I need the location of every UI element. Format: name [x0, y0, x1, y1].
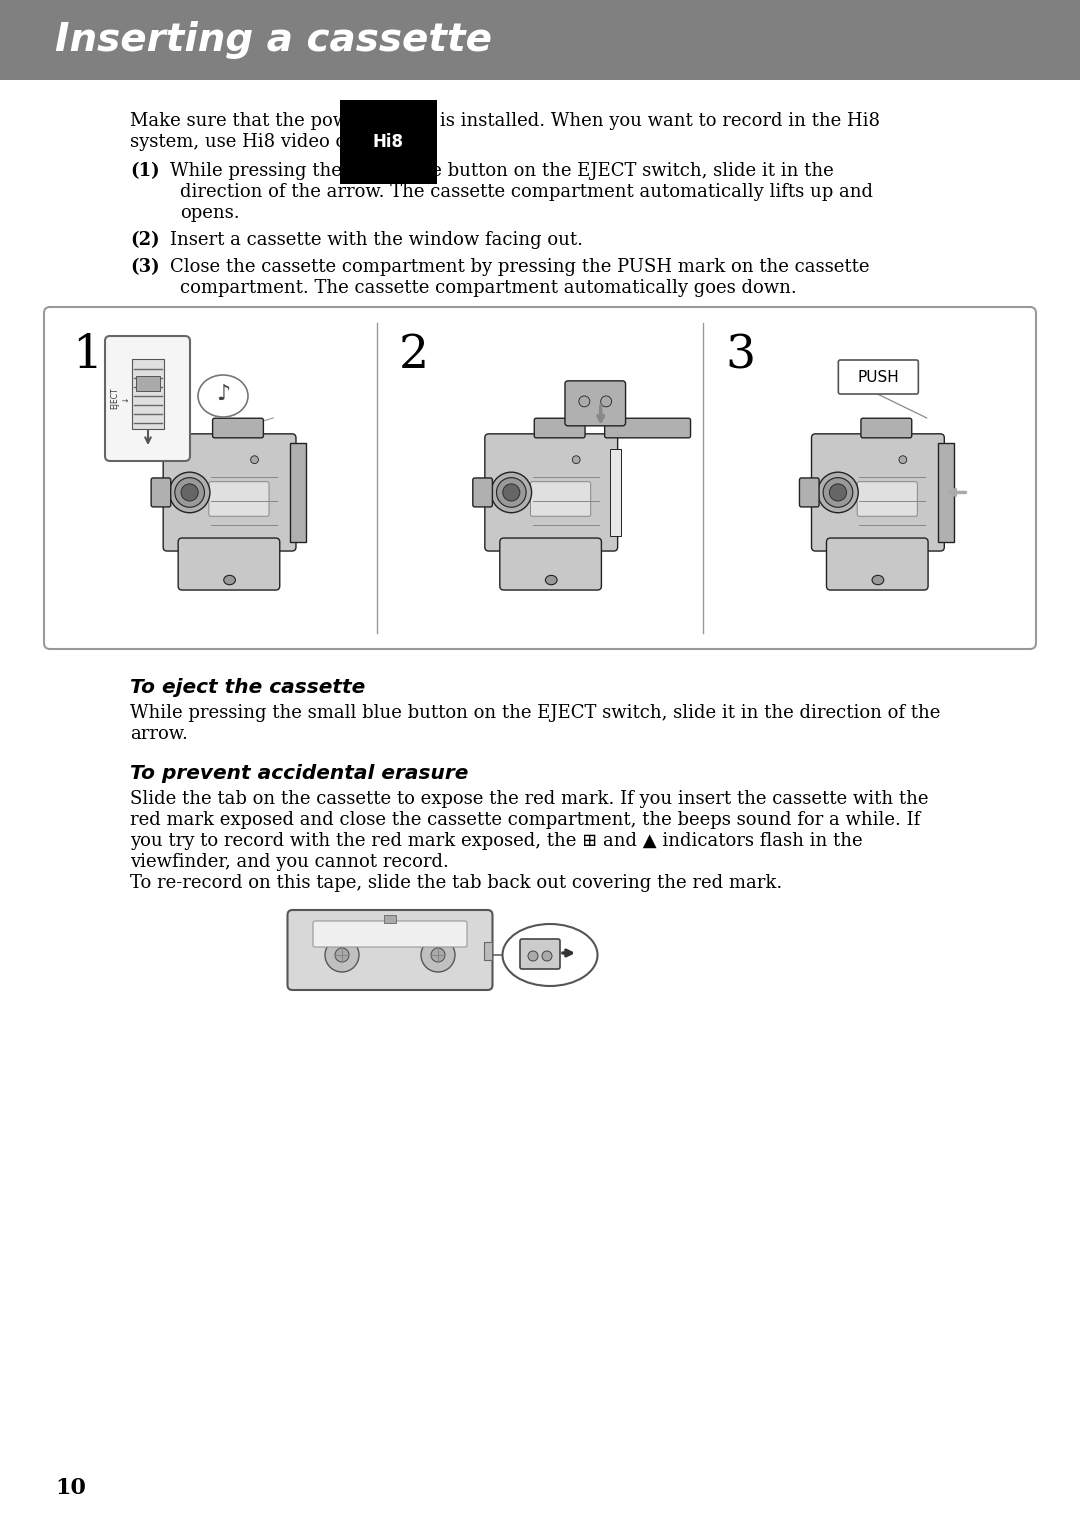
Bar [132, 359, 164, 429]
FancyBboxPatch shape [838, 360, 918, 394]
Text: direction of the arrow. The cassette compartment automatically lifts up and: direction of the arrow. The cassette com… [180, 182, 873, 201]
Text: compartment. The cassette compartment automatically goes down.: compartment. The cassette compartment au… [180, 279, 797, 297]
Text: Insert a cassette with the window facing out.: Insert a cassette with the window facing… [170, 231, 583, 248]
Bar [939, 443, 954, 541]
Ellipse shape [170, 472, 210, 512]
Text: arrow.: arrow. [130, 725, 188, 744]
Ellipse shape [545, 575, 557, 584]
Ellipse shape [899, 455, 907, 463]
Text: Close the cassette compartment by pressing the PUSH mark on the cassette: Close the cassette compartment by pressi… [170, 258, 869, 276]
Text: Inserting a cassette: Inserting a cassette [55, 21, 492, 58]
Text: 3: 3 [726, 333, 755, 379]
Text: While pressing the small blue button on the EJECT switch, slide it in the direct: While pressing the small blue button on … [130, 704, 941, 722]
FancyBboxPatch shape [178, 538, 280, 590]
Text: (2): (2) [130, 231, 160, 248]
Ellipse shape [818, 472, 859, 512]
Text: To eject the cassette: To eject the cassette [130, 678, 365, 698]
FancyBboxPatch shape [605, 419, 690, 438]
Text: (1): (1) [130, 162, 160, 179]
Bar [609, 449, 621, 537]
Text: system, use Hi8 video cassette: system, use Hi8 video cassette [130, 133, 416, 150]
Text: ♪: ♪ [216, 383, 230, 405]
Ellipse shape [823, 478, 853, 507]
Text: To re-record on this tape, slide the tab back out covering the red mark.: To re-record on this tape, slide the tab… [130, 874, 782, 892]
FancyBboxPatch shape [535, 419, 585, 438]
Ellipse shape [325, 938, 359, 972]
Text: (3): (3) [130, 258, 160, 276]
Ellipse shape [421, 938, 455, 972]
Text: To prevent accidental erasure: To prevent accidental erasure [130, 763, 469, 783]
FancyBboxPatch shape [519, 940, 561, 969]
Ellipse shape [542, 950, 552, 961]
Ellipse shape [572, 455, 580, 463]
FancyBboxPatch shape [858, 481, 917, 517]
FancyBboxPatch shape [826, 538, 928, 590]
Ellipse shape [829, 484, 847, 501]
Text: viewfinder, and you cannot record.: viewfinder, and you cannot record. [130, 852, 449, 871]
Text: EJECT
↓: EJECT ↓ [110, 388, 130, 409]
Text: opens.: opens. [180, 204, 240, 222]
Bar [484, 941, 491, 960]
FancyBboxPatch shape [500, 538, 602, 590]
Text: While pressing the small blue button on the EJECT switch, slide it in the: While pressing the small blue button on … [170, 162, 834, 179]
FancyBboxPatch shape [530, 481, 591, 517]
FancyBboxPatch shape [163, 434, 296, 550]
Ellipse shape [872, 575, 883, 584]
Bar [136, 376, 160, 391]
Text: red mark exposed and close the cassette compartment, the beeps sound for a while: red mark exposed and close the cassette … [130, 811, 920, 829]
Ellipse shape [502, 924, 597, 986]
Bar [384, 915, 396, 923]
Ellipse shape [198, 376, 248, 417]
Text: Make sure that the power source is installed. When you want to record in the Hi8: Make sure that the power source is insta… [130, 112, 880, 130]
FancyBboxPatch shape [151, 478, 171, 507]
FancyBboxPatch shape [799, 478, 819, 507]
Text: 2: 2 [399, 333, 429, 379]
Ellipse shape [528, 950, 538, 961]
FancyBboxPatch shape [105, 336, 190, 461]
Ellipse shape [181, 484, 199, 501]
Text: .: . [402, 133, 408, 150]
Ellipse shape [497, 478, 526, 507]
FancyBboxPatch shape [213, 419, 264, 438]
FancyBboxPatch shape [473, 478, 492, 507]
Text: Hi8: Hi8 [373, 133, 404, 150]
Text: you try to record with the red mark exposed, the ⊞ and ▲ indicators flash in the: you try to record with the red mark expo… [130, 832, 863, 849]
Text: PUSH: PUSH [858, 371, 900, 385]
Text: Slide the tab on the cassette to expose the red mark. If you insert the cassette: Slide the tab on the cassette to expose … [130, 789, 929, 808]
Ellipse shape [579, 396, 590, 406]
Text: 10: 10 [55, 1476, 86, 1499]
FancyBboxPatch shape [313, 921, 467, 947]
Bar [289, 443, 306, 541]
Ellipse shape [502, 484, 519, 501]
Ellipse shape [224, 575, 235, 584]
Bar [0, 0, 1080, 80]
Ellipse shape [335, 947, 349, 963]
FancyBboxPatch shape [44, 307, 1036, 648]
Ellipse shape [431, 947, 445, 963]
FancyBboxPatch shape [565, 380, 625, 426]
Ellipse shape [251, 455, 258, 463]
FancyBboxPatch shape [861, 419, 912, 438]
FancyBboxPatch shape [485, 434, 618, 550]
FancyBboxPatch shape [811, 434, 944, 550]
FancyBboxPatch shape [208, 481, 269, 517]
Text: 1: 1 [72, 333, 103, 379]
Ellipse shape [600, 396, 611, 406]
Ellipse shape [175, 478, 204, 507]
FancyBboxPatch shape [287, 911, 492, 990]
Ellipse shape [491, 472, 531, 512]
